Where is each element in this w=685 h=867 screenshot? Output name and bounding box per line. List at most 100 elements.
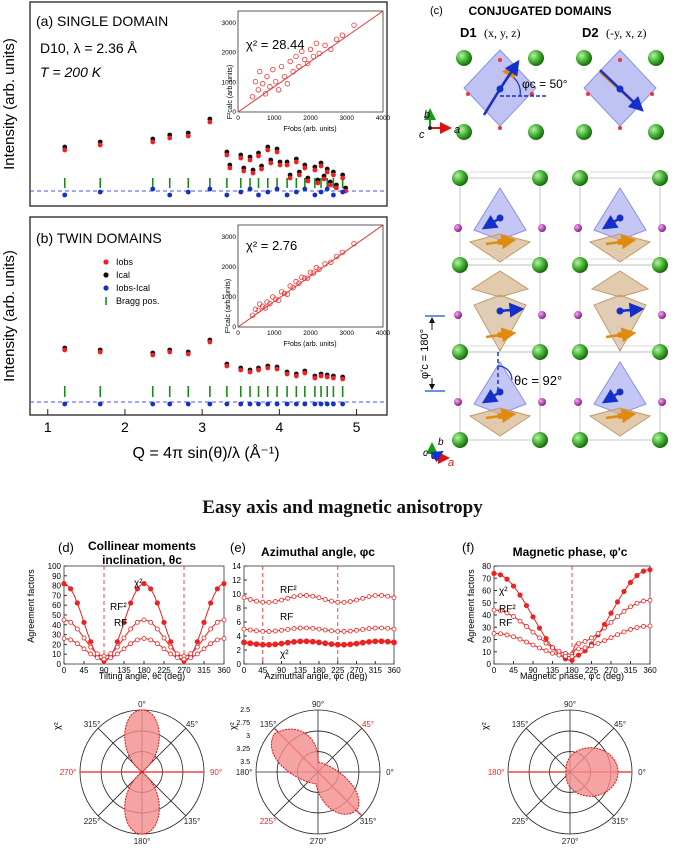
curve-marker <box>188 655 194 661</box>
inset-point <box>351 22 357 28</box>
inset-point <box>299 274 305 280</box>
curve-marker <box>208 641 214 647</box>
curve-marker <box>114 644 120 650</box>
iobs-point <box>330 172 336 178</box>
green-atom <box>452 432 468 448</box>
polyhedron-tan <box>588 407 652 437</box>
curve-marker <box>360 595 366 601</box>
curve-marker <box>272 628 278 634</box>
polar-angle-label: 135° <box>184 817 201 826</box>
polyhedron-blue <box>473 187 527 241</box>
curve-marker <box>328 641 335 648</box>
phase-annotation: φ'c = 180° θc = 92° <box>419 315 562 392</box>
curve-marker <box>354 627 359 633</box>
x-tick-label: 270 <box>604 666 618 675</box>
y-tick-label: 10 <box>52 650 61 659</box>
curve-marker <box>582 639 588 644</box>
curve-marker <box>341 629 347 634</box>
y-tick-label: 80 <box>52 582 61 591</box>
curve-marker <box>141 581 147 587</box>
diff-point <box>150 186 156 192</box>
curve-marker <box>134 637 140 643</box>
curve-marker <box>608 610 614 616</box>
inset-point <box>264 73 270 80</box>
x-tick-label: 135 <box>546 666 560 675</box>
green-atom <box>652 257 668 273</box>
curve-marker <box>74 626 80 632</box>
iobs-point <box>241 168 247 174</box>
polar-angle-label: 180° <box>488 768 505 777</box>
plot-frame <box>243 565 395 665</box>
panel-d-label: (d) <box>58 540 74 555</box>
curve-marker <box>247 597 253 602</box>
y-tick-label: 12 <box>232 576 241 585</box>
curve-marker <box>335 628 341 634</box>
curve-marker <box>154 626 160 632</box>
curve-marker <box>316 626 322 632</box>
inset-x-tick: 2000 <box>303 330 318 337</box>
panel-b-chi: χ² = 2.76 <box>246 238 297 253</box>
curve-marker <box>359 639 366 646</box>
curve-marker <box>68 619 74 625</box>
y-tick-label: 20 <box>482 636 491 645</box>
iobs-point <box>238 367 244 373</box>
inset-x-tick: 1000 <box>267 330 282 337</box>
curve-marker <box>372 625 378 631</box>
curve-marker <box>141 636 147 641</box>
curve-marker <box>621 629 627 635</box>
inset-point <box>255 307 261 313</box>
curve-marker <box>641 624 646 629</box>
magenta-atom <box>538 224 546 232</box>
iobs-point <box>293 159 299 165</box>
x-tick-label: 360 <box>387 666 401 675</box>
polyhedron-blue <box>593 187 647 241</box>
diff-point <box>302 401 308 407</box>
domain-d1-coords: (x, y, z) <box>484 26 521 40</box>
iobs-point <box>62 347 68 353</box>
iobs-point <box>185 133 191 139</box>
green-atom <box>452 257 468 273</box>
curve-marker <box>310 625 316 631</box>
x-tick-label: 5 <box>353 419 361 435</box>
x-tick-label: 90 <box>277 666 286 675</box>
curve-marker <box>385 593 391 599</box>
y-tick-label: 80 <box>482 562 491 571</box>
curve-marker <box>108 655 114 661</box>
diff-point <box>318 401 324 407</box>
x-tick-label: 90 <box>100 666 109 675</box>
iobs-point <box>321 176 327 182</box>
diff-point <box>312 401 318 407</box>
curve-marker <box>640 568 647 574</box>
diff-point <box>274 186 280 192</box>
inset-point <box>259 81 266 87</box>
legend-ical-marker <box>103 272 109 278</box>
iobs-point <box>340 376 346 382</box>
y-tick-label: 30 <box>52 631 61 640</box>
curve-marker <box>114 651 120 657</box>
y-tick-label: 70 <box>52 591 61 600</box>
curve-label: RF² <box>499 604 516 615</box>
curve-rf <box>63 637 225 660</box>
x-tick-label: 45 <box>258 666 267 675</box>
x-tick-label: 180 <box>312 666 326 675</box>
y-tick-label: 40 <box>52 621 61 630</box>
inset-point <box>304 60 311 67</box>
diff-point <box>167 192 173 198</box>
curve-label: RF <box>114 618 127 629</box>
cell-edge <box>459 351 541 441</box>
diff-point <box>62 192 68 198</box>
curve-marker <box>360 626 366 632</box>
panel-f: (f) Magnetic phase, φ'c Agreement factor… <box>462 540 628 681</box>
curve-marker <box>354 597 359 603</box>
inset-y-tick: 3000 <box>222 234 237 241</box>
panel-b-inset-ylabel: F²calc (arb. units) <box>225 279 232 333</box>
curve-marker <box>304 593 309 598</box>
x-tick-label: 360 <box>217 666 231 675</box>
curve-marker <box>504 632 510 638</box>
curve-marker <box>121 646 127 652</box>
moment-arrow <box>601 389 621 404</box>
curve-marker <box>121 619 127 625</box>
curve-marker <box>81 619 87 625</box>
curve-marker <box>297 638 304 645</box>
inset-point <box>333 253 340 260</box>
